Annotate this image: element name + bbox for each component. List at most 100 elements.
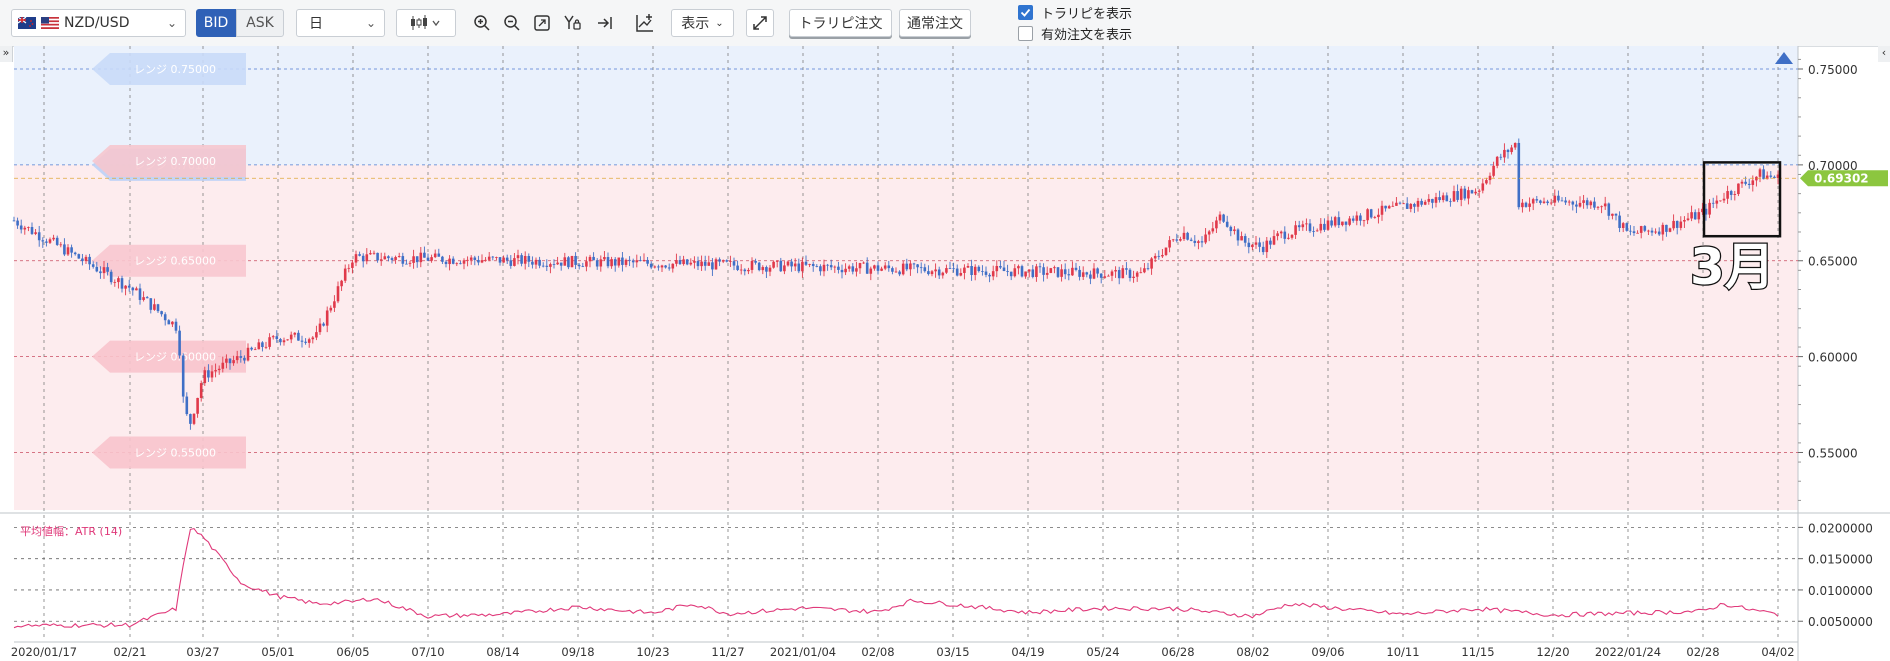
candle <box>304 338 307 345</box>
candle <box>862 261 865 264</box>
candle-body <box>1423 201 1427 205</box>
candle <box>1708 199 1711 219</box>
candle <box>1287 233 1290 240</box>
candle-body <box>808 263 811 265</box>
candle <box>387 255 390 262</box>
current-price-label: 0.69302 <box>1814 171 1869 185</box>
zoom-out-icon[interactable] <box>499 9 525 37</box>
candle-body <box>469 257 473 260</box>
candle <box>41 237 45 248</box>
candle <box>185 392 189 416</box>
time-axis-label: 2022/01/24 <box>1595 645 1661 659</box>
candle-body <box>1146 268 1150 270</box>
candle-body <box>163 314 167 321</box>
candle-body <box>1200 241 1204 243</box>
bid-button[interactable]: BID <box>196 9 236 37</box>
candle-body <box>477 259 480 263</box>
candle <box>1373 215 1377 219</box>
crosshair-lock-icon[interactable] <box>559 9 585 37</box>
candle-body <box>1589 201 1593 206</box>
add-indicator-icon[interactable] <box>632 9 658 37</box>
candle-body <box>1272 236 1276 245</box>
candle-body <box>1567 201 1571 203</box>
price-tick-label: 0.75000 <box>1808 63 1858 77</box>
candle <box>289 331 293 344</box>
candle-body <box>865 262 869 274</box>
candle-body <box>1506 149 1510 153</box>
candle <box>437 248 441 257</box>
candle <box>790 258 793 272</box>
candle-body <box>232 360 235 364</box>
collapse-right-icon[interactable]: ‹ <box>1878 46 1890 62</box>
candle <box>1377 208 1380 224</box>
candle-body <box>235 356 239 361</box>
candle <box>1477 188 1481 198</box>
candle-body <box>1445 195 1449 202</box>
atr-tick-label: 0.0150000 <box>1808 553 1873 567</box>
candle <box>1351 215 1355 223</box>
candle <box>502 255 505 263</box>
checkbox-checked-icon[interactable] <box>1018 4 1033 20</box>
candle-body <box>574 255 577 265</box>
candle <box>1027 269 1031 278</box>
candle <box>1769 171 1773 179</box>
trap-repeat-order-button[interactable]: トラリピ注文 <box>789 9 892 37</box>
candle-body <box>1049 268 1053 273</box>
candle-body <box>898 271 901 275</box>
candle <box>1499 153 1503 161</box>
normal-order-button[interactable]: 通常注文 <box>899 9 971 37</box>
atr-line <box>13 527 1779 629</box>
candle <box>937 266 941 280</box>
candle-body <box>1362 220 1366 222</box>
candle <box>1539 199 1542 205</box>
candle-body <box>1697 212 1701 220</box>
candle <box>325 306 329 333</box>
candle-body <box>549 264 552 267</box>
candle <box>808 263 811 268</box>
chevron-down-icon: ⌄ <box>365 16 376 30</box>
candle <box>1330 216 1333 228</box>
currency-pair-select[interactable]: NZD/USD ⌄ <box>11 9 186 37</box>
show-trap-toggle[interactable]: トラリピを表示 <box>1018 3 1132 22</box>
candle <box>1449 198 1452 207</box>
fit-screen-icon[interactable] <box>529 9 555 37</box>
candle <box>275 330 279 343</box>
ask-button[interactable]: ASK <box>236 9 284 37</box>
candle <box>1611 213 1614 220</box>
candle-body <box>160 311 163 315</box>
candle-body <box>70 247 73 253</box>
collapse-left-icon[interactable]: » <box>0 46 13 62</box>
candle-body <box>214 370 217 372</box>
period-select[interactable]: 日 ⌄ <box>296 9 385 37</box>
candle <box>757 261 761 272</box>
candle <box>1056 267 1060 279</box>
zoom-in-icon[interactable] <box>469 9 495 37</box>
candle-body <box>1618 215 1621 228</box>
candle <box>1409 202 1413 213</box>
show-valid-orders-toggle[interactable]: 有効注文を表示 <box>1018 24 1132 43</box>
candle-body <box>682 259 685 265</box>
candle <box>829 259 833 271</box>
display-menu[interactable]: 表示 ⌄ <box>671 9 734 37</box>
checkbox-unchecked-icon[interactable] <box>1018 25 1033 41</box>
candle <box>988 273 991 283</box>
candle-body <box>1355 215 1359 221</box>
price-chart[interactable]: 0.75000 0.70000 0.65000 0.60000 0.55000 レンジ 0… <box>0 46 1890 661</box>
candle-body <box>995 265 999 272</box>
candle <box>516 249 520 265</box>
chart-type-select[interactable] <box>396 9 456 37</box>
candle-body <box>873 265 876 269</box>
candle <box>1431 198 1434 209</box>
candle <box>1650 227 1654 236</box>
candle-body <box>1323 223 1326 230</box>
candle-body <box>538 259 541 266</box>
candle <box>786 260 790 267</box>
jump-to-latest-icon[interactable] <box>592 9 618 37</box>
candle <box>642 253 646 262</box>
candle-body <box>484 259 487 261</box>
expand-icon[interactable] <box>746 9 774 37</box>
candle-body <box>1222 214 1225 222</box>
candle-body <box>617 257 621 266</box>
candle <box>815 264 819 268</box>
candle-body <box>1755 176 1758 181</box>
